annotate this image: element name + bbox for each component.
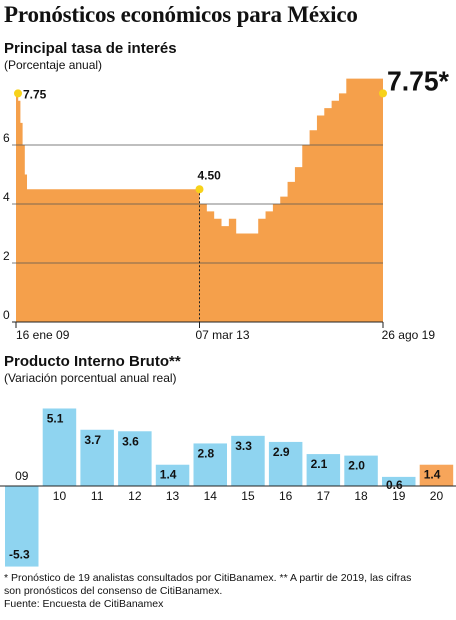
bar-value-label: 3.6 (122, 434, 139, 448)
bar (42, 408, 77, 486)
category-label: 13 (166, 489, 180, 503)
interest-chart-title: Principal tasa de interés (4, 40, 177, 57)
y-tick-label: 0 (3, 308, 10, 322)
annotation-label: 4.50 (198, 168, 222, 182)
bar-value-label: 3.3 (235, 439, 252, 453)
footnotes: * Pronóstico de 19 analistas consultados… (4, 572, 452, 611)
bar-value-label: 3.7 (84, 433, 101, 447)
category-label: 16 (279, 489, 293, 503)
bar (155, 464, 190, 486)
bar-value-label: 1.4 (160, 468, 177, 482)
category-label: 10 (53, 489, 67, 503)
category-label: 11 (91, 489, 104, 503)
bar (231, 435, 265, 486)
bar-value-label: 1.4 (424, 468, 441, 482)
bar-value-label: 2.0 (348, 459, 365, 473)
bar (268, 441, 303, 486)
x-tick-label: 16 ene 09 (16, 328, 70, 342)
bar-value-label: 2.9 (273, 445, 290, 459)
bar-value-label: -5.3 (9, 548, 30, 562)
bar-value-label: 2.8 (198, 446, 215, 460)
bar-value-label: 5.1 (47, 411, 64, 425)
interest-rate-chart: 0 2 4 6 16 ene 09 07 mar 13 26 ago 19 7.75 4.50 7… (3, 65, 449, 342)
gdp-chart-subtitle: (Variación porcentual anual real) (4, 371, 177, 385)
bar (118, 431, 152, 486)
highlight-dot (379, 89, 387, 98)
bar (382, 476, 416, 486)
annotation-label-forecast: 7.75* (387, 65, 449, 96)
category-label: 09 (15, 469, 29, 483)
page-title: Pronósticos económicos para México (4, 2, 358, 27)
bar (344, 455, 378, 486)
bar (5, 486, 39, 567)
bar (306, 454, 341, 486)
category-label: 20 (430, 489, 444, 503)
category-label: 14 (204, 489, 218, 503)
x-tick-label: 07 mar 13 (196, 328, 250, 342)
highlight-dot (195, 185, 204, 194)
y-tick-label: 4 (3, 190, 10, 204)
category-label: 19 (392, 489, 406, 503)
gdp-chart-title: Producto Interno Bruto** (4, 353, 181, 370)
rate-area (16, 78, 383, 322)
gdp-chart: -5.3 09 5.1 10 3.7 11 3.6 12 1.4 13 2.8 14 3.3 15 2.9 1… (0, 408, 456, 567)
interest-chart-subtitle: (Porcentaje anual) (4, 58, 103, 72)
bar (419, 464, 454, 486)
bar (193, 443, 227, 486)
category-label: 17 (317, 489, 331, 503)
footnote-line: son pronósticos del consenso de CitiBana… (4, 585, 223, 597)
annotation-label: 7.75 (23, 87, 47, 101)
source-line: Fuente: Encuesta de CitiBanamex (4, 598, 164, 610)
category-label: 18 (354, 489, 368, 503)
highlight-dot (14, 89, 22, 98)
y-tick-label: 6 (3, 131, 10, 145)
category-label: 12 (128, 489, 142, 503)
bar (80, 429, 114, 486)
x-tick-label: 26 ago 19 (382, 328, 436, 342)
y-tick-label: 2 (3, 249, 10, 263)
bar-value-label: 2.1 (311, 457, 328, 471)
category-label: 15 (241, 489, 255, 503)
footnote-line: * Pronóstico de 19 analistas consultados… (4, 572, 412, 584)
bar-value-label: 0.6 (386, 478, 403, 492)
